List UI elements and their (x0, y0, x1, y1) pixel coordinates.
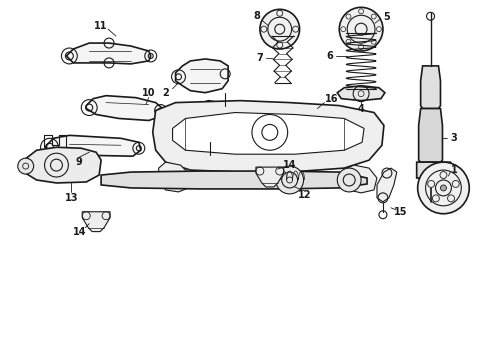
Polygon shape (82, 212, 110, 231)
Polygon shape (86, 96, 163, 121)
Polygon shape (153, 100, 384, 172)
Text: 12: 12 (298, 190, 311, 200)
Text: 7: 7 (256, 53, 263, 63)
Polygon shape (159, 162, 191, 192)
Polygon shape (101, 171, 367, 189)
Text: 11: 11 (95, 21, 108, 31)
Text: 10: 10 (142, 88, 155, 98)
Polygon shape (416, 162, 454, 188)
Text: 16: 16 (324, 94, 338, 104)
Circle shape (260, 9, 299, 49)
Polygon shape (256, 167, 284, 187)
Polygon shape (66, 43, 151, 64)
Polygon shape (47, 135, 141, 156)
Circle shape (18, 158, 34, 174)
Polygon shape (418, 109, 442, 162)
Text: 5: 5 (384, 12, 390, 22)
Text: 1: 1 (451, 165, 458, 175)
Circle shape (337, 168, 361, 192)
Polygon shape (172, 113, 364, 154)
Polygon shape (420, 66, 441, 109)
Text: 13: 13 (65, 193, 78, 203)
Text: 2: 2 (162, 88, 169, 98)
Polygon shape (344, 165, 377, 193)
Circle shape (276, 166, 303, 194)
Circle shape (441, 185, 446, 191)
Text: 3: 3 (450, 133, 457, 143)
Circle shape (417, 162, 469, 214)
Text: 15: 15 (394, 207, 408, 217)
Polygon shape (337, 86, 385, 100)
Polygon shape (175, 59, 228, 93)
Text: 4: 4 (358, 104, 365, 113)
Text: 9: 9 (76, 157, 83, 167)
Polygon shape (193, 100, 228, 142)
Circle shape (339, 7, 383, 51)
Text: 14: 14 (283, 160, 296, 170)
Polygon shape (377, 168, 397, 202)
Text: 8: 8 (253, 11, 260, 21)
Text: 6: 6 (326, 51, 333, 61)
Polygon shape (24, 147, 101, 183)
Text: 14: 14 (73, 226, 86, 237)
